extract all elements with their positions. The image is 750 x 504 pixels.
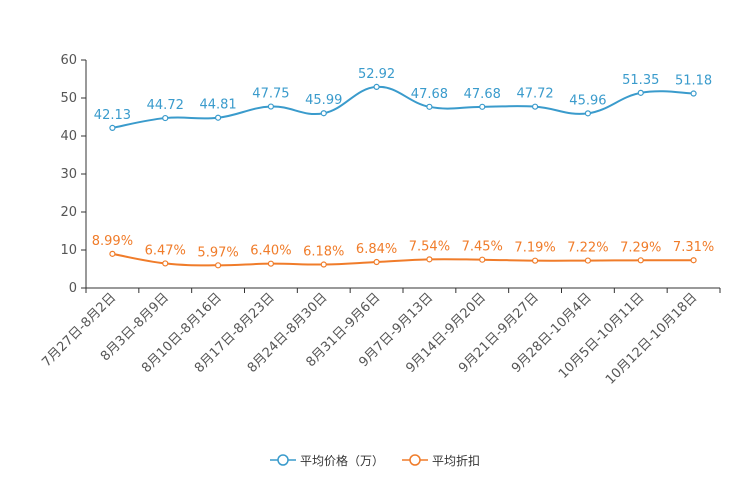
- series-2-point: [690, 257, 697, 264]
- series-2-data-label: 7.19%: [514, 241, 555, 256]
- series-1-point: [637, 89, 644, 96]
- series-2-point: [214, 262, 222, 269]
- series-line-2: [112, 252, 694, 267]
- legend-item-price[interactable]: 平均价格（万）: [269, 452, 384, 469]
- series-1-data-label: 52.92: [358, 67, 395, 82]
- series-line-1: [112, 85, 694, 129]
- legend-discount-line-marker-icon: [402, 454, 428, 466]
- series-1-data-label: 44.72: [147, 98, 184, 113]
- series-1-data-label: 47.72: [516, 87, 553, 102]
- series-2-data-label: 5.97%: [197, 245, 238, 260]
- y-tick-label: 20: [60, 205, 77, 220]
- series-2-data-label: 6.18%: [303, 245, 344, 260]
- series-2-point: [109, 250, 116, 257]
- y-tick-label: 50: [60, 91, 77, 106]
- series-1-data-label: 45.96: [569, 93, 606, 108]
- series-1-point: [373, 83, 380, 91]
- legend-item-discount[interactable]: 平均折扣: [402, 452, 480, 469]
- series-2-point: [373, 258, 380, 266]
- series-2-point: [531, 257, 539, 264]
- series-1-point: [162, 114, 169, 122]
- series-1-point: [690, 90, 697, 97]
- y-tick-label: 40: [60, 129, 77, 144]
- y-tick-label: 60: [60, 53, 77, 68]
- legend-price-label: 平均价格（万）: [299, 453, 384, 468]
- y-tick-label: 0: [69, 281, 77, 296]
- series-2-point: [426, 256, 433, 263]
- series-1-point: [214, 114, 222, 121]
- x-tick-label: 10月12日-10月18日: [603, 290, 700, 387]
- series-2-data-label: 6.84%: [356, 242, 397, 257]
- series-2-data-label: 7.22%: [567, 241, 608, 256]
- series-1-point: [531, 103, 539, 110]
- series-1-data-label: 45.99: [305, 93, 342, 108]
- series-1-data-label: 51.35: [622, 73, 659, 88]
- legend-discount-label: 平均折扣: [432, 453, 481, 468]
- series-2-data-label: 6.47%: [145, 243, 186, 258]
- series-2-data-label: 7.31%: [673, 240, 714, 255]
- series-1-data-label: 47.68: [464, 87, 501, 102]
- series-2-point: [479, 256, 486, 263]
- series-2-data-label: 6.40%: [250, 244, 291, 259]
- legend-price-line-marker-icon: [269, 454, 296, 466]
- series-2-point: [320, 261, 327, 268]
- series-2-point: [584, 257, 592, 264]
- series-2-data-label: 7.29%: [620, 240, 661, 255]
- series-2-data-label: 7.45%: [462, 240, 503, 255]
- y-tick-label: 10: [60, 243, 77, 258]
- series-1-data-label: 44.81: [199, 98, 236, 113]
- series-1-point: [426, 103, 433, 110]
- series-2-data-label: 7.54%: [409, 239, 450, 254]
- series-1-point: [109, 124, 116, 132]
- series-1-data-label: 47.68: [411, 87, 448, 102]
- series-1-point: [584, 110, 592, 117]
- series-1-point: [479, 103, 486, 110]
- series-2-data-label: 8.99%: [92, 234, 133, 249]
- series-2-point: [637, 257, 644, 264]
- series-1-point: [320, 110, 327, 117]
- chart-legend: 平均价格（万） 平均折扣: [0, 448, 750, 472]
- series-1-data-label: 51.18: [675, 74, 712, 89]
- series-2-point: [267, 260, 275, 267]
- series-1-data-label: 47.75: [252, 87, 289, 102]
- series-1-data-label: 42.13: [94, 108, 131, 123]
- series-2-point: [162, 260, 169, 267]
- y-tick-label: 30: [60, 167, 77, 182]
- series-1-point: [267, 103, 275, 110]
